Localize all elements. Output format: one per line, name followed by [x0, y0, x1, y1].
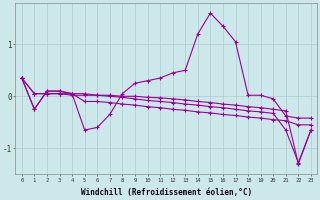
X-axis label: Windchill (Refroidissement éolien,°C): Windchill (Refroidissement éolien,°C) [81, 188, 252, 197]
